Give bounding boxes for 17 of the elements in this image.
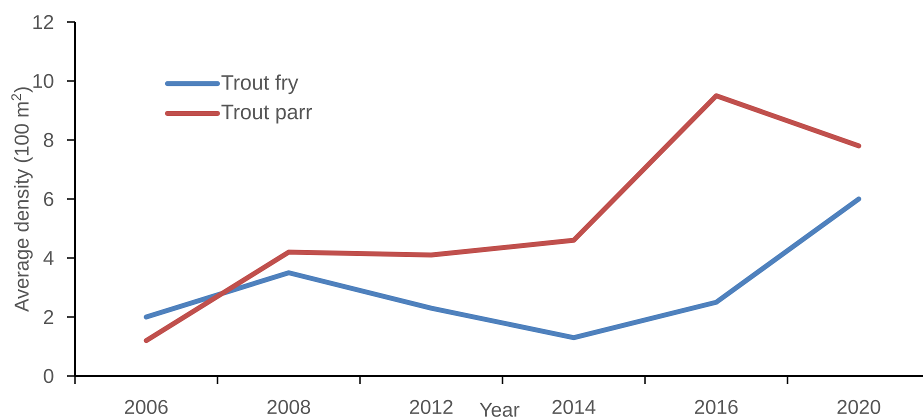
x-tick-label: 2008 xyxy=(268,400,310,414)
y-tick-label: 0 xyxy=(44,368,54,384)
y-tick-label: 8 xyxy=(44,132,54,148)
y-tick-label: 12 xyxy=(33,15,54,29)
x-tick-label: 2012 xyxy=(410,400,452,414)
x-axis-title: Year xyxy=(480,402,520,417)
y-tick-label: 6 xyxy=(44,192,54,206)
legend-label: Trout fry xyxy=(221,74,298,94)
x-tick-label: 2006 xyxy=(125,400,168,414)
legend-label: Trout parr xyxy=(221,104,312,124)
x-tick-label: 2016 xyxy=(695,400,738,414)
x-tick-label: 2020 xyxy=(838,400,880,414)
y-tick-label: 10 xyxy=(33,74,54,88)
y-axis-title: Average density (100 m$^{2}$) xyxy=(11,87,33,312)
y-tick-label: 2 xyxy=(44,310,54,324)
y-tick-label: 4 xyxy=(43,251,54,265)
x-tick-label: 2014 xyxy=(552,400,596,414)
